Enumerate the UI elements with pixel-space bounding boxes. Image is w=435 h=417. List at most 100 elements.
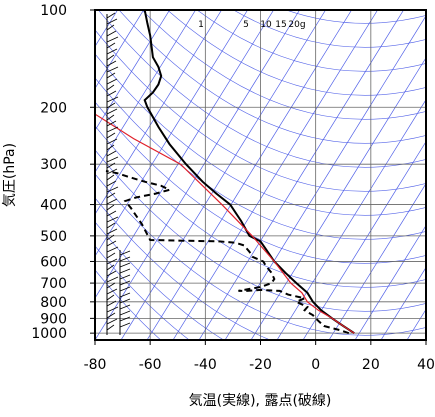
wind-barb — [119, 310, 131, 316]
y-tick-label: 200 — [40, 100, 67, 116]
wind-barb — [119, 322, 131, 328]
wind-barb — [106, 288, 118, 295]
x-tick-label: 40 — [417, 357, 435, 373]
isotherm-line — [146, 10, 352, 340]
wind-barb — [106, 174, 115, 181]
wind-barb — [106, 198, 118, 205]
adiabat-line — [196, 10, 426, 72]
wind-barb — [106, 144, 115, 151]
x-tick-label: 0 — [311, 357, 320, 373]
wind-barb — [106, 276, 119, 283]
wind-barb — [106, 120, 117, 127]
mixing-ratio-label: 20g — [288, 20, 305, 30]
isotherm-line — [354, 224, 426, 340]
wind-barb — [106, 42, 116, 49]
y-tick-label: 700 — [40, 276, 67, 292]
wind-barb — [106, 294, 115, 301]
wind-barb — [106, 66, 119, 73]
isotherm-line — [250, 57, 426, 340]
wind-barb — [106, 312, 116, 319]
wind-barb — [106, 78, 118, 85]
wind-barb — [106, 318, 118, 325]
adiabat-line — [95, 245, 190, 340]
wind-barb — [106, 300, 117, 307]
wind-barb — [106, 324, 115, 331]
wind-barb — [106, 96, 119, 103]
wind-barb — [106, 60, 117, 67]
temperature-line — [143, 10, 355, 335]
wind-barb — [119, 292, 131, 298]
wind-barb — [106, 30, 117, 37]
wind-barb — [106, 180, 117, 187]
wind-barb — [106, 108, 118, 115]
y-tick-label: 1000 — [31, 326, 67, 342]
adiabat-line — [118, 10, 426, 144]
wind-barb — [106, 234, 115, 241]
parcel-line — [95, 113, 355, 334]
adiabat-line — [95, 53, 426, 216]
isotherm-line — [328, 182, 426, 340]
x-tick-label: -40 — [194, 357, 217, 373]
wind-barb — [106, 258, 118, 265]
adiabat-line — [95, 29, 426, 192]
wind-barb — [119, 274, 131, 280]
wind-barb — [106, 282, 116, 289]
isotherm-line — [95, 10, 248, 257]
wind-barb — [106, 222, 116, 229]
wind-barb — [119, 262, 131, 268]
y-tick-label: 800 — [40, 295, 67, 311]
wind-barb — [106, 204, 115, 211]
wind-barb — [106, 138, 118, 145]
y-tick-label: 400 — [40, 198, 67, 214]
wind-barb — [106, 36, 119, 43]
wind-barb — [106, 114, 115, 121]
wind-barb — [106, 102, 116, 109]
adiabat-line — [167, 10, 426, 96]
adiabat-line — [95, 125, 426, 288]
wind-barb — [106, 84, 115, 91]
wind-barb — [119, 268, 131, 274]
adiabat-line — [285, 10, 426, 24]
mixing-ratio-label: 1 — [198, 20, 204, 30]
mixing-ratio-label: 15 — [275, 20, 286, 30]
wind-barb — [106, 228, 118, 235]
wind-barb — [106, 270, 117, 277]
wind-barb — [106, 24, 115, 31]
isotherm-line — [95, 10, 196, 173]
x-axis-label: 気温(実線), 露点(破線) — [189, 393, 332, 409]
wind-barb — [106, 132, 116, 139]
wind-barb — [106, 240, 117, 247]
adiabat-line — [95, 101, 426, 264]
wind-barb — [106, 306, 119, 313]
isotherm-line — [95, 10, 222, 215]
isotherm-line — [95, 10, 274, 299]
y-tick-label: 300 — [40, 157, 67, 173]
wind-barb — [106, 12, 116, 19]
series-layer — [95, 10, 355, 335]
wind-barb — [106, 72, 116, 79]
wind-barb — [119, 256, 131, 262]
wind-barb — [106, 252, 116, 259]
wind-barb — [106, 126, 119, 133]
y-tick-label: 500 — [40, 229, 67, 245]
isotherm-line — [198, 10, 404, 340]
y-tick-label: 600 — [40, 254, 67, 270]
wind-barb — [106, 210, 117, 217]
isotherm-line — [380, 266, 426, 340]
adiabat-line — [97, 10, 426, 168]
wind-barb — [106, 168, 118, 175]
adiabat-line — [95, 77, 426, 240]
isotherm-line — [302, 140, 426, 340]
mixing-ratio-label: 10 — [260, 20, 272, 30]
wind-barb — [119, 286, 131, 292]
wind-barb — [119, 250, 131, 256]
y-tick-label: 900 — [40, 311, 67, 327]
y-axis-label: 気圧(hPa) — [2, 143, 18, 207]
wind-barb — [106, 192, 116, 199]
wind-barb — [119, 298, 131, 304]
adiabat-line — [95, 173, 426, 336]
isotherm-line — [120, 10, 326, 340]
wind-barb — [106, 54, 115, 61]
